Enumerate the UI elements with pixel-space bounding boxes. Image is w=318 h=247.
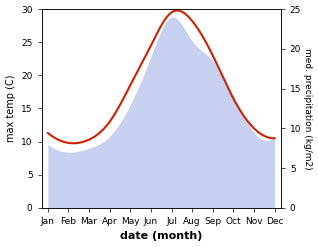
Y-axis label: med. precipitation (kg/m2): med. precipitation (kg/m2) [303,48,313,169]
X-axis label: date (month): date (month) [120,231,203,242]
Y-axis label: max temp (C): max temp (C) [5,75,16,142]
